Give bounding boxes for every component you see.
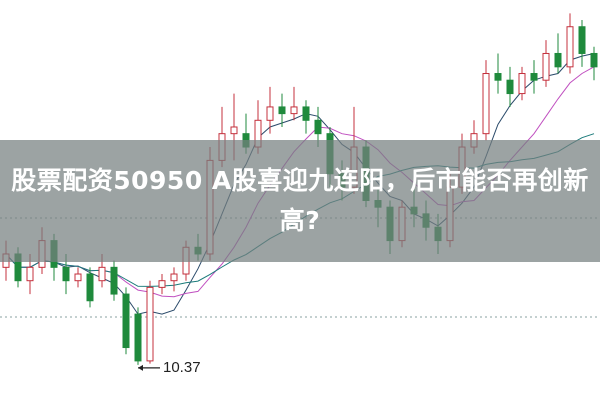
- candle-up: [26, 266, 34, 282]
- candle-up: [158, 280, 166, 288]
- candle-down: [62, 266, 70, 282]
- candle-down: [506, 79, 514, 95]
- candle-up: [518, 73, 526, 95]
- candle-up: [542, 52, 550, 81]
- candle-up: [266, 106, 274, 121]
- low-price-arrowhead: [138, 364, 143, 371]
- candle-down: [278, 106, 286, 115]
- candle-up: [146, 286, 154, 362]
- candle-down: [134, 313, 142, 362]
- candle-down: [122, 293, 130, 349]
- candle-down: [590, 52, 598, 68]
- candle-down: [110, 266, 118, 295]
- candle-down: [494, 73, 502, 81]
- candle-down: [86, 273, 94, 302]
- headline-title: 股票配资50950 A股喜迎九连阳，后市能否再创新高?: [11, 166, 589, 235]
- candle-up: [482, 73, 490, 135]
- candle-up: [74, 273, 82, 282]
- candle-up: [230, 126, 238, 135]
- candle-up: [98, 266, 106, 282]
- candle-down: [530, 73, 538, 81]
- candle-up: [566, 26, 574, 68]
- candle-up: [170, 273, 178, 282]
- low-price-label: 10.37: [163, 358, 201, 376]
- candle-down: [314, 119, 322, 135]
- candle-down: [578, 26, 586, 54]
- candle-down: [302, 106, 310, 121]
- candle-up: [290, 106, 298, 115]
- headline-banner: 股票配资50950 A股喜迎九连阳，后市能否再创新高?: [0, 140, 600, 262]
- candle-down: [554, 52, 562, 68]
